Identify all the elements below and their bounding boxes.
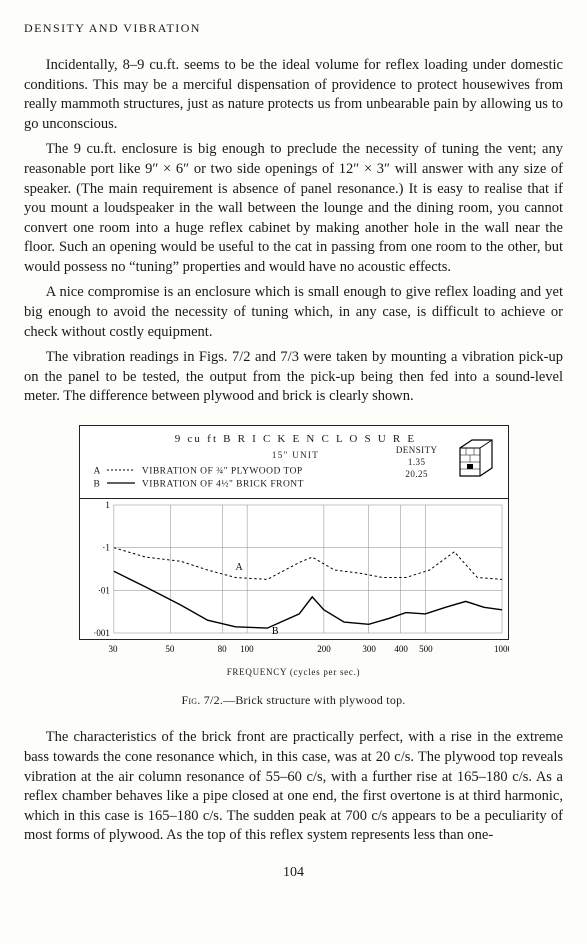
- svg-text:·01: ·01: [97, 585, 109, 595]
- chart-header: 9 cu ft B R I C K E N C L O S U R E 15" …: [80, 426, 508, 499]
- brick-enclosure-icon: [454, 434, 500, 480]
- svg-text:100: 100: [240, 644, 254, 654]
- x-ticks: 30 50 80 100 200 300 400 500 1000: [79, 640, 509, 658]
- legend-a-label: A: [94, 466, 101, 476]
- legend-b-swatch: [107, 478, 135, 491]
- svg-text:50: 50: [165, 644, 175, 654]
- density-b: 20.25: [396, 468, 438, 480]
- svg-text:·001: ·001: [93, 628, 109, 638]
- figure-caption: Fig. 7/2.—Brick structure with plywood t…: [24, 692, 563, 708]
- paragraph-1: Incidentally, 8–9 cu.ft. seems to be the…: [24, 56, 563, 134]
- plot-area: ·001 ·01 ·1 1 A B: [80, 499, 508, 639]
- svg-text:1000: 1000: [494, 644, 509, 654]
- svg-text:80: 80: [217, 644, 227, 654]
- paragraph-5: The characteristics of the brick front a…: [24, 728, 563, 845]
- density-column: DENSITY 1.35 20.25: [396, 444, 438, 480]
- paragraph-2: The 9 cu.ft. enclosure is big enough to …: [24, 140, 563, 277]
- density-a: 1.35: [396, 456, 438, 468]
- svg-text:300: 300: [362, 644, 376, 654]
- caption-text: 7/2.—Brick structure with plywood top.: [204, 693, 406, 707]
- paragraph-3: A nice compromise is an enclosure which …: [24, 283, 563, 342]
- svg-text:1: 1: [105, 500, 109, 510]
- figure-7-2: VELOCITY (ins. per sec. R.M.S.) 9 cu ft …: [79, 425, 509, 679]
- legend-a-swatch: [107, 465, 135, 478]
- legend-a-desc: VIBRATION OF ¾" PLYWOOD TOP: [142, 466, 303, 476]
- chart-svg: ·001 ·01 ·1 1 A B: [80, 499, 508, 639]
- svg-text:500: 500: [419, 644, 433, 654]
- density-header: DENSITY: [396, 444, 438, 456]
- x-axis-label: FREQUENCY (cycles per sec.): [79, 666, 509, 678]
- svg-text:30: 30: [108, 644, 118, 654]
- chart-container: 9 cu ft B R I C K E N C L O S U R E 15" …: [79, 425, 509, 640]
- svg-text:A: A: [235, 562, 243, 573]
- svg-text:400: 400: [394, 644, 408, 654]
- legend-b-desc: VIBRATION OF 4½" BRICK FRONT: [142, 480, 304, 490]
- legend-b-label: B: [94, 480, 101, 490]
- svg-text:·1: ·1: [102, 542, 109, 552]
- page-number: 104: [24, 864, 563, 883]
- paragraph-4: The vibration readings in Figs. 7/2 and …: [24, 348, 563, 407]
- svg-text:B: B: [271, 626, 278, 637]
- svg-text:200: 200: [317, 644, 331, 654]
- page-header: DENSITY AND VIBRATION: [24, 20, 563, 36]
